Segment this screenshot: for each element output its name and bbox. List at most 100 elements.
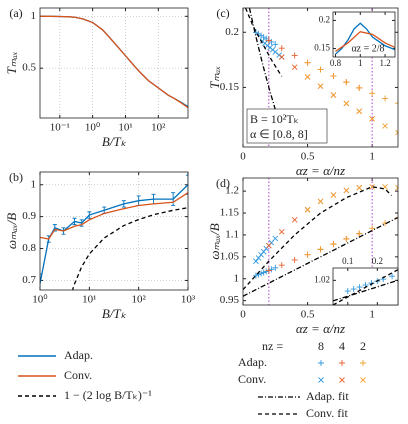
legend-column-label: 4 — [339, 339, 345, 353]
axes-frame — [39, 7, 189, 119]
y-tick-label: 1.15 — [220, 207, 240, 219]
axes-frame — [332, 11, 396, 58]
annotation: B = 10²Tₖ — [250, 112, 299, 126]
series-line — [333, 279, 398, 302]
panel-label: (a) — [9, 6, 22, 20]
x-tick-label: 0 — [240, 309, 246, 321]
data-point — [291, 52, 298, 59]
data-point — [253, 258, 259, 265]
y-tick-label: 1.2 — [225, 185, 239, 197]
error-bar — [72, 217, 77, 226]
x-tick-label: 1 — [369, 151, 375, 163]
data-point — [266, 242, 272, 249]
data-point — [263, 268, 270, 275]
data-point — [272, 235, 279, 242]
data-point — [369, 183, 375, 190]
axes-frame — [39, 171, 189, 291]
data-point — [278, 229, 285, 235]
y-tick-label: 1 — [234, 272, 240, 284]
x-tick-label: 0 — [240, 151, 246, 163]
data-point — [350, 286, 357, 293]
data-layer — [333, 269, 398, 305]
x-tick-label: 1.2 — [379, 58, 390, 68]
legend-label: Adap. fit — [306, 389, 349, 403]
y-tick-label: 0.8 — [22, 242, 36, 254]
y-tick-label: 0.95 — [220, 294, 240, 306]
x-tick-label: 10² — [151, 122, 166, 134]
data-point — [356, 184, 363, 191]
y-tick-label: 1 — [31, 10, 37, 22]
x-tick-label: 10¹ — [118, 122, 132, 134]
data-point — [395, 129, 398, 136]
series-line — [335, 30, 395, 52]
panel: 0.1 0.2 1.02 — [314, 256, 399, 306]
legend: nz = 8 Adap. 4 2 Conv. Adap. fit Conv. fit — [238, 339, 366, 420]
y-tick-label: 1.1 — [225, 228, 239, 240]
data-layer — [40, 174, 188, 290]
legend-marker — [318, 360, 324, 366]
data-point — [343, 235, 350, 242]
panel-label: (c) — [216, 6, 229, 20]
annotation-box — [246, 108, 328, 144]
series-line — [40, 192, 188, 240]
data-point — [268, 38, 275, 45]
legend-column-label: 2 — [360, 339, 366, 353]
legend-label: Conv. — [238, 372, 266, 386]
series-line — [244, 8, 283, 77]
data-point — [343, 79, 350, 86]
data-layer — [244, 8, 398, 147]
data-point — [265, 37, 272, 44]
y-tick-label: 0.7 — [22, 274, 36, 286]
data-point — [317, 66, 324, 73]
data-point — [272, 49, 279, 55]
data-point — [268, 266, 275, 273]
series-line — [40, 15, 188, 109]
x-tick-label: 0.5 — [301, 309, 315, 321]
x-tick-label: 0.8 — [330, 58, 342, 68]
data-layer — [335, 22, 395, 55]
legend-label: Adap. — [238, 355, 267, 369]
series-line — [248, 8, 283, 130]
legend-column-label: 8 — [318, 339, 324, 353]
error-bar — [121, 200, 126, 208]
data-point — [389, 273, 396, 280]
data-point — [265, 267, 272, 274]
panel: 10⁰ 10¹ 10² 10³ 0.7 0.8 0.9 1 (b) B/Tₖ ωₘₐₓ/B — [4, 170, 196, 321]
data-point — [272, 264, 279, 271]
data-point — [252, 272, 259, 279]
x-tick-label: 1 — [369, 309, 375, 321]
data-point — [395, 100, 398, 107]
x-axis-label: αz = α/nz — [296, 163, 345, 178]
data-point — [356, 108, 363, 115]
x-tick-label: 10³ — [181, 294, 196, 306]
y-tick-label: 1.05 — [220, 250, 240, 262]
legend-title: nz = — [262, 339, 283, 353]
x-tick-label: 10¹ — [82, 294, 96, 306]
x-axis-label: B/Tₖ — [102, 306, 127, 321]
x-axis-label: B/Tₖ — [102, 134, 127, 149]
panel-label: (b) — [9, 170, 23, 184]
x-tick-label: 10⁻¹ — [50, 122, 70, 134]
y-tick-label: 1 — [31, 178, 37, 190]
data-point — [356, 230, 363, 237]
data-point — [304, 206, 311, 213]
data-point — [395, 184, 398, 191]
axes-frame — [242, 177, 399, 306]
series-line — [333, 269, 398, 305]
panel-label: (d) — [216, 176, 230, 190]
error-bar — [87, 211, 92, 219]
legend-label: Adap. — [64, 348, 93, 362]
legend: Adap. Conv. 1 − (2 log B/Tₖ)⁻¹ — [18, 348, 152, 402]
legend-marker — [339, 377, 345, 383]
data-layer — [40, 15, 188, 109]
legend-label: Conv. fit — [306, 406, 349, 420]
data-point — [330, 192, 337, 198]
y-tick-label: 0.15 — [314, 43, 330, 53]
x-tick-label: 0.5 — [301, 151, 315, 163]
axes-frame — [242, 7, 399, 148]
legend-marker — [360, 377, 366, 383]
data-point — [382, 95, 389, 102]
data-point — [369, 116, 375, 122]
axes-frame — [332, 267, 399, 306]
